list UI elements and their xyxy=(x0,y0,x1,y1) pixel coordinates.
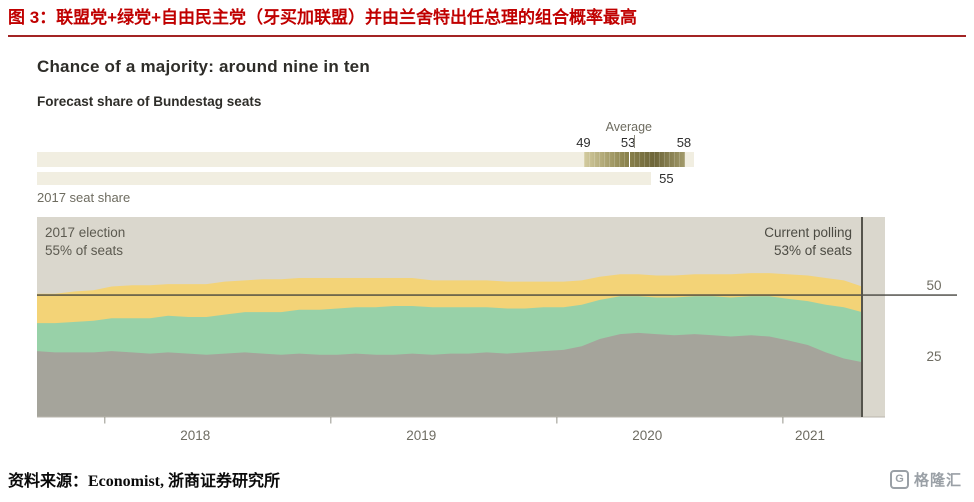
svg-text:Current polling: Current polling xyxy=(764,225,852,240)
chart-card: Chance of a majority: around nine in ten… xyxy=(0,37,974,453)
range-low: 49 xyxy=(576,135,591,150)
range-high: 58 xyxy=(676,135,692,150)
seat-share-2017-label: 2017 seat share xyxy=(37,190,131,205)
svg-text:55% of seats: 55% of seats xyxy=(45,243,123,258)
page-footer: 资料来源：Economist, 浙商证券研究所 G 格隆汇 xyxy=(0,467,974,491)
header-rule xyxy=(8,35,966,37)
range-mid: 53 xyxy=(620,135,636,150)
svg-text:53% of seats: 53% of seats xyxy=(774,243,852,258)
chart-subtitle: Forecast share of Bundestag seats xyxy=(37,94,262,109)
chart-title: Chance of a majority: around nine in ten xyxy=(37,57,370,76)
forecast-distribution-range xyxy=(584,152,685,167)
seat-share-2017-bar xyxy=(37,172,652,185)
svg-text:2021: 2021 xyxy=(795,428,825,443)
seat-share-2017-row: 55 xyxy=(37,171,737,186)
logo-g-icon: G xyxy=(889,469,909,489)
average-tick xyxy=(633,135,635,148)
svg-text:25: 25 xyxy=(926,349,941,364)
forecast-range-block: Average 49 53 58 55 2017 seat share xyxy=(37,120,737,205)
forecast-average-marker xyxy=(628,152,631,167)
seat-share-2017-value: 55 xyxy=(659,171,674,186)
forecast-distribution-bar xyxy=(37,152,694,167)
average-label: Average xyxy=(605,120,652,134)
report-header: 图 3：联盟党+绿党+自由民主党（牙买加联盟）并由兰舍特出任总理的组合概率最高 xyxy=(0,0,974,37)
gelonghui-logo: G 格隆汇 xyxy=(889,469,962,490)
svg-text:2018: 2018 xyxy=(180,428,210,443)
figure-title: 图 3：联盟党+绿党+自由民主党（牙买加联盟）并由兰舍特出任总理的组合概率最高 xyxy=(8,8,638,27)
svg-text:2019: 2019 xyxy=(406,428,436,443)
svg-text:50: 50 xyxy=(926,278,941,293)
average-row: Average xyxy=(37,120,737,134)
source-note: 资料来源：Economist, 浙商证券研究所 xyxy=(8,473,281,490)
stacked-area-chart: 50 25 2018 2019 2020 2021 2017 election 55% of … xyxy=(37,217,957,443)
logo-text: 格隆汇 xyxy=(913,471,962,489)
svg-text:2017 election: 2017 election xyxy=(45,225,125,240)
plot-wrap: 50 25 2018 2019 2020 2021 2017 election 55% of … xyxy=(37,217,974,453)
range-numbers-row: 49 53 58 xyxy=(37,135,737,150)
svg-text:2020: 2020 xyxy=(632,428,662,443)
